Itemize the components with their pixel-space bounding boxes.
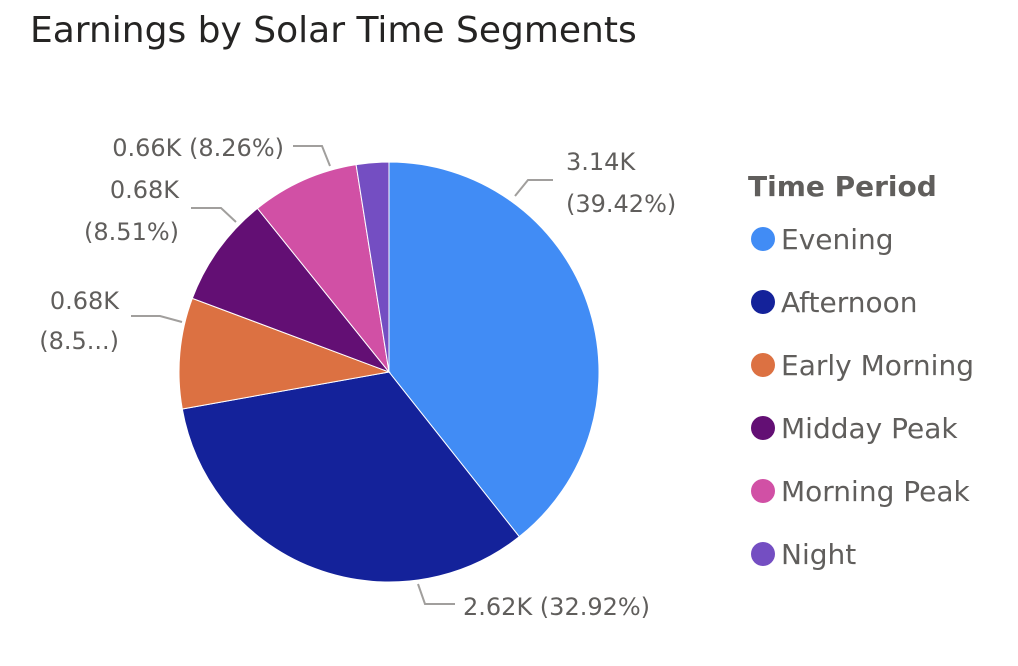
- legend-label-evening[interactable]: Evening: [781, 223, 894, 256]
- data-label-evening: (39.42%): [566, 190, 676, 218]
- pie-slice-afternoon[interactable]: [181, 371, 520, 583]
- legend: Time Period Evening Afternoon Early Mornin…: [748, 170, 974, 571]
- legend-marker-midday-peak[interactable]: [751, 416, 775, 440]
- pie-slice-night[interactable]: [355, 161, 390, 373]
- leader-line-midday-peak: [191, 207, 237, 223]
- legend-label-morning-peak[interactable]: Morning Peak: [781, 475, 971, 508]
- data-label-early-morning: (8.5...): [39, 327, 119, 355]
- pie-slice-early-morning[interactable]: [178, 297, 391, 410]
- pie-slice-morning-peak[interactable]: [256, 164, 390, 374]
- legend-label-afternoon[interactable]: Afternoon: [781, 286, 918, 319]
- data-label-early-morning: 0.68K: [50, 287, 120, 315]
- leader-line-morning-peak: [293, 145, 331, 167]
- data-label-midday-peak: 0.68K: [110, 176, 180, 204]
- leader-line-evening: [514, 179, 553, 197]
- legend-title: Time Period: [748, 170, 937, 203]
- data-labels: 3.14K (39.42%) 2.62K (32.92%) 0.68K (8.5...)…: [39, 134, 676, 621]
- legend-marker-afternoon[interactable]: [751, 290, 775, 314]
- leader-line-afternoon: [417, 583, 455, 605]
- pie-slices: [178, 161, 600, 583]
- label-leader-lines: [131, 145, 553, 605]
- legend-marker-evening[interactable]: [751, 227, 775, 251]
- legend-label-midday-peak[interactable]: Midday Peak: [781, 412, 958, 445]
- chart-title: Earnings by Solar Time Segments: [30, 10, 637, 51]
- legend-marker-night[interactable]: [751, 542, 775, 566]
- data-label-afternoon: 2.62K (32.92%): [463, 593, 650, 621]
- leader-line-early-morning: [131, 315, 183, 323]
- data-label-evening: 3.14K: [566, 148, 636, 176]
- legend-label-early-morning[interactable]: Early Morning: [781, 349, 974, 382]
- data-label-midday-peak: (8.51%): [84, 218, 179, 246]
- pie-slice-midday-peak[interactable]: [191, 207, 391, 374]
- pie-slice-evening[interactable]: [388, 161, 600, 538]
- legend-label-night[interactable]: Night: [781, 538, 856, 571]
- data-label-morning-peak: 0.66K (8.26%): [112, 134, 284, 162]
- legend-marker-morning-peak[interactable]: [751, 479, 775, 503]
- legend-marker-early-morning[interactable]: [751, 353, 775, 377]
